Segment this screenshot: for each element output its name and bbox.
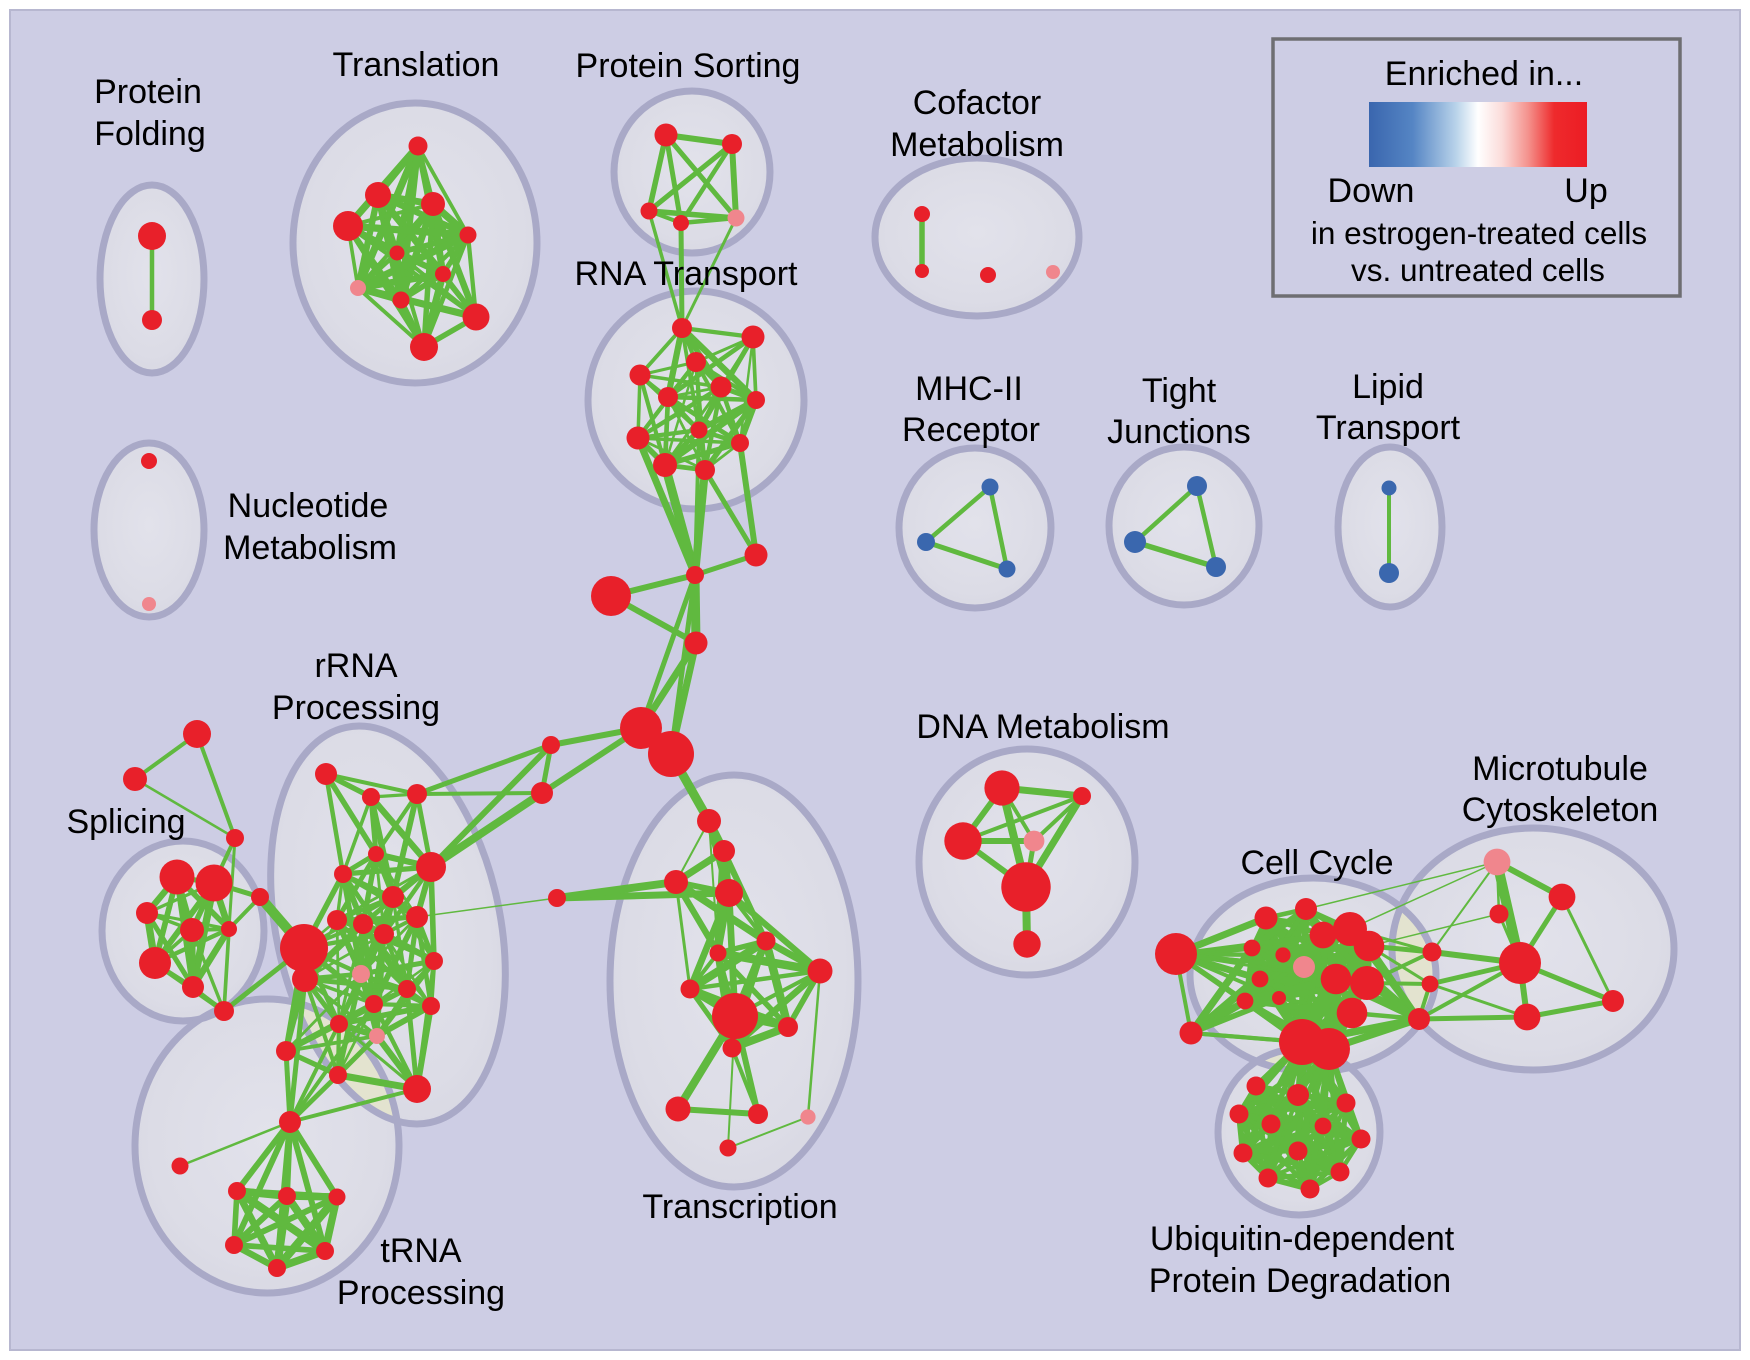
svg-text:Receptor: Receptor xyxy=(902,411,1040,449)
svg-text:Cofactor: Cofactor xyxy=(913,84,1042,122)
svg-text:Processing: Processing xyxy=(337,1274,505,1312)
svg-text:Folding: Folding xyxy=(94,115,206,153)
svg-text:Down: Down xyxy=(1328,172,1415,210)
svg-text:Metabolism: Metabolism xyxy=(223,529,397,567)
svg-text:Transcription: Transcription xyxy=(642,1188,837,1226)
svg-text:MHC-II: MHC-II xyxy=(915,370,1023,408)
svg-text:Lipid: Lipid xyxy=(1352,368,1424,406)
svg-text:Metabolism: Metabolism xyxy=(890,126,1064,164)
svg-text:Protein Sorting: Protein Sorting xyxy=(576,47,801,85)
svg-text:rRNA: rRNA xyxy=(314,647,397,685)
svg-text:vs. untreated cells: vs. untreated cells xyxy=(1351,252,1605,288)
svg-text:Protein Degradation: Protein Degradation xyxy=(1149,1262,1451,1300)
svg-text:in estrogen-treated cells: in estrogen-treated cells xyxy=(1311,215,1647,251)
svg-text:DNA Metabolism: DNA Metabolism xyxy=(916,708,1169,746)
svg-text:Cell Cycle: Cell Cycle xyxy=(1240,844,1393,882)
svg-text:Nucleotide: Nucleotide xyxy=(228,487,389,525)
svg-text:Tight: Tight xyxy=(1142,372,1217,410)
svg-text:Translation: Translation xyxy=(333,46,500,84)
svg-text:Ubiquitin-dependent: Ubiquitin-dependent xyxy=(1150,1220,1455,1258)
svg-text:RNA Transport: RNA Transport xyxy=(575,255,799,293)
svg-text:Cytoskeleton: Cytoskeleton xyxy=(1462,791,1659,829)
svg-text:Microtubule: Microtubule xyxy=(1472,750,1648,788)
svg-text:Junctions: Junctions xyxy=(1107,413,1251,451)
svg-text:Up: Up xyxy=(1564,172,1607,210)
svg-text:tRNA: tRNA xyxy=(380,1232,462,1270)
svg-text:Transport: Transport xyxy=(1316,409,1461,447)
svg-text:Protein: Protein xyxy=(94,73,202,111)
svg-text:Enriched in...: Enriched in... xyxy=(1385,55,1583,93)
svg-text:Splicing: Splicing xyxy=(66,803,185,841)
svg-text:Processing: Processing xyxy=(272,689,440,727)
